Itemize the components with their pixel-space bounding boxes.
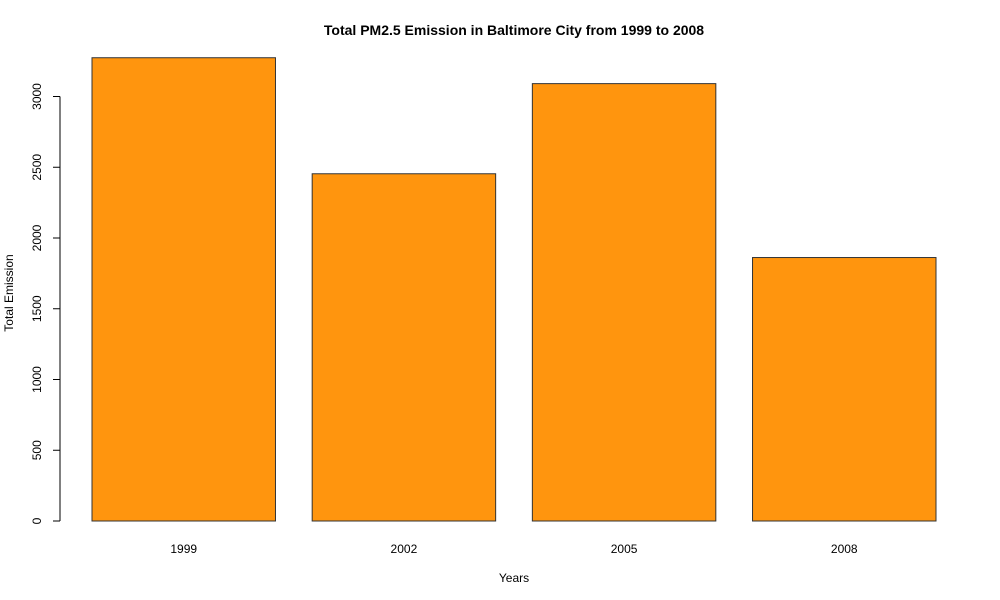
x-tick-label: 2005 xyxy=(611,542,638,556)
y-axis-title: Total Emission xyxy=(2,254,16,331)
y-axis: 0 500 1000 1500 2000 2500 3000 xyxy=(30,83,61,524)
x-axis-title: Years xyxy=(499,571,529,585)
bar-2005 xyxy=(531,83,717,522)
x-tick-label: 2002 xyxy=(391,542,418,556)
bar-1999 xyxy=(91,57,276,522)
x-tick-label: 1999 xyxy=(170,542,197,556)
x-tick-label: 2008 xyxy=(831,542,858,556)
bar-2008 xyxy=(752,257,937,522)
y-tick-label: 0 xyxy=(30,517,44,524)
y-tick-label: 2000 xyxy=(30,224,44,251)
y-tick-label: 1500 xyxy=(30,295,44,322)
y-tick-label: 3000 xyxy=(30,83,44,110)
y-tick-label: 2500 xyxy=(30,154,44,181)
bar-2002 xyxy=(311,173,497,522)
y-tick-label: 500 xyxy=(30,440,44,460)
bars-group xyxy=(91,57,937,522)
chart-title: Total PM2.5 Emission in Baltimore City f… xyxy=(324,22,704,38)
x-tick-labels: 1999 2002 2005 2008 xyxy=(170,542,858,556)
y-tick-label: 1000 xyxy=(30,366,44,393)
